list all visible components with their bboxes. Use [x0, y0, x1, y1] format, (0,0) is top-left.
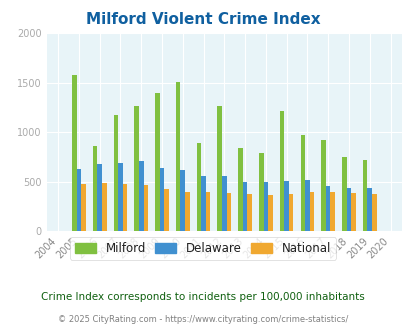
Bar: [238, 148, 242, 231]
Bar: [341, 157, 346, 231]
Bar: [320, 140, 325, 231]
Bar: [185, 192, 189, 231]
Bar: [226, 193, 230, 231]
Bar: [97, 164, 102, 231]
Bar: [180, 170, 185, 231]
Text: Milford Violent Crime Index: Milford Violent Crime Index: [85, 12, 320, 26]
Bar: [164, 189, 168, 231]
Bar: [325, 186, 330, 231]
Text: © 2025 CityRating.com - https://www.cityrating.com/crime-statistics/: © 2025 CityRating.com - https://www.city…: [58, 315, 347, 324]
Bar: [247, 194, 252, 231]
Bar: [159, 168, 164, 231]
Bar: [279, 111, 283, 231]
Bar: [284, 181, 288, 231]
Bar: [143, 185, 148, 231]
Bar: [288, 194, 293, 231]
Bar: [175, 82, 180, 231]
Bar: [330, 192, 334, 231]
Bar: [350, 193, 355, 231]
Bar: [139, 161, 143, 231]
Bar: [205, 192, 210, 231]
Bar: [362, 160, 367, 231]
Bar: [300, 135, 305, 231]
Bar: [72, 75, 77, 231]
Bar: [102, 183, 106, 231]
Bar: [305, 180, 309, 231]
Bar: [201, 176, 205, 231]
Text: Crime Index corresponds to incidents per 100,000 inhabitants: Crime Index corresponds to incidents per…: [41, 292, 364, 302]
Bar: [263, 182, 267, 231]
Bar: [222, 176, 226, 231]
Bar: [93, 146, 97, 231]
Bar: [267, 195, 272, 231]
Bar: [371, 194, 376, 231]
Bar: [122, 184, 127, 231]
Bar: [77, 169, 81, 231]
Legend: Milford, Delaware, National: Milford, Delaware, National: [70, 237, 335, 260]
Bar: [196, 143, 201, 231]
Bar: [346, 188, 350, 231]
Bar: [367, 188, 371, 231]
Bar: [258, 153, 263, 231]
Bar: [309, 192, 313, 231]
Bar: [81, 184, 85, 231]
Bar: [242, 182, 247, 231]
Bar: [134, 106, 139, 231]
Bar: [113, 115, 118, 231]
Bar: [217, 106, 222, 231]
Bar: [155, 93, 159, 231]
Bar: [118, 163, 122, 231]
